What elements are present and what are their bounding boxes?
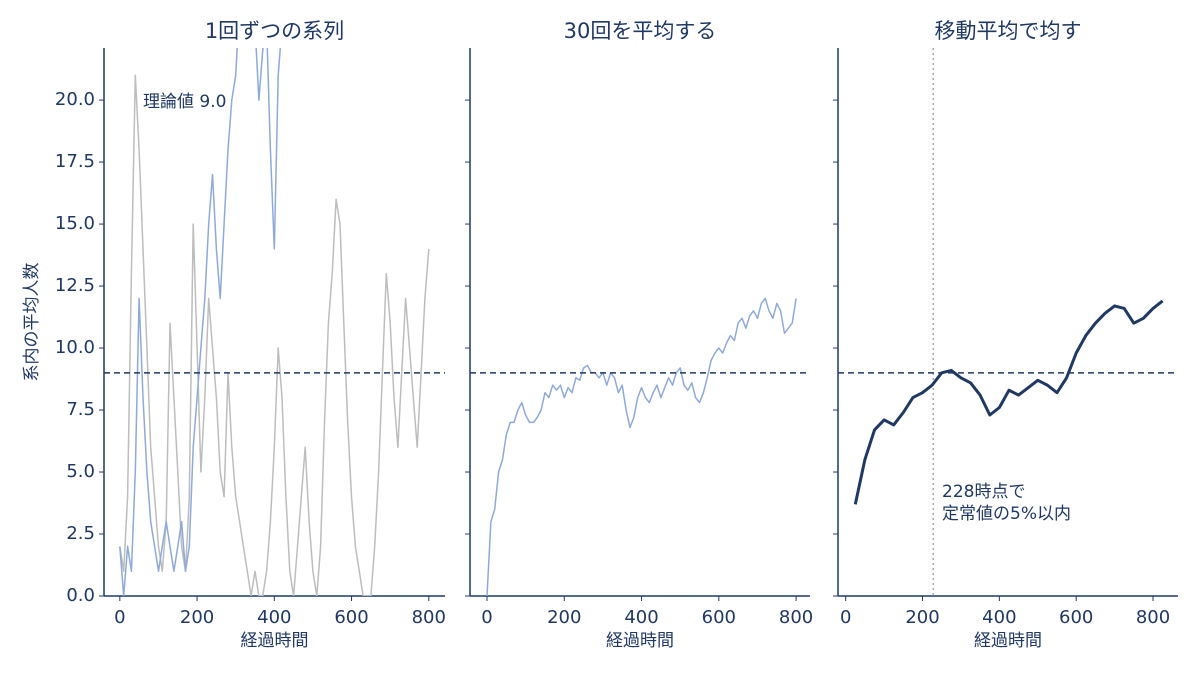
- x-tick-label: 400: [982, 607, 1016, 628]
- x-tick-label: 0: [114, 607, 125, 628]
- x-tick-label: 600: [1059, 607, 1093, 628]
- y-tick-label: 7.5: [66, 399, 95, 420]
- x-tick-label: 800: [412, 607, 446, 628]
- x-tick-label: 0: [481, 607, 492, 628]
- y-tick-label: 17.5: [55, 151, 95, 172]
- x-tick-label: 400: [624, 607, 658, 628]
- y-tick-label: 12.5: [55, 275, 95, 296]
- series-line: [119, 48, 282, 596]
- annotation: 定常値の5%以内: [942, 504, 1071, 524]
- panel-title: 1回ずつの系列: [205, 19, 344, 43]
- y-tick-label: 2.5: [66, 523, 95, 544]
- panel-title: 移動平均で均す: [935, 19, 1082, 43]
- y-tick-label: 15.0: [55, 213, 95, 234]
- y-axis-label: 系内の平均人数: [22, 263, 42, 382]
- x-tick-label: 800: [779, 607, 813, 628]
- x-tick-label: 800: [1136, 607, 1170, 628]
- panel-title: 30回を平均する: [564, 19, 717, 43]
- x-tick-label: 0: [840, 607, 851, 628]
- y-tick-label: 20.0: [55, 89, 95, 110]
- x-tick-label: 400: [257, 607, 291, 628]
- x-axis-label: 経過時間: [974, 631, 1042, 651]
- x-tick-label: 200: [547, 607, 581, 628]
- series-line: [853, 299, 1164, 505]
- y-tick-label: 10.0: [55, 337, 95, 358]
- x-tick-label: 600: [334, 607, 368, 628]
- x-tick-label: 200: [905, 607, 939, 628]
- x-axis-label: 経過時間: [606, 631, 674, 651]
- series-line: [119, 74, 430, 596]
- x-tick-label: 600: [702, 607, 736, 628]
- x-tick-label: 200: [180, 607, 214, 628]
- x-axis-label: 経過時間: [241, 631, 309, 651]
- y-tick-label: 5.0: [66, 461, 95, 482]
- annotation: 理論値 9.0: [143, 92, 226, 112]
- annotation: 228時点で: [942, 482, 1025, 502]
- y-tick-label: 0.0: [66, 585, 95, 606]
- series-line: [486, 297, 797, 596]
